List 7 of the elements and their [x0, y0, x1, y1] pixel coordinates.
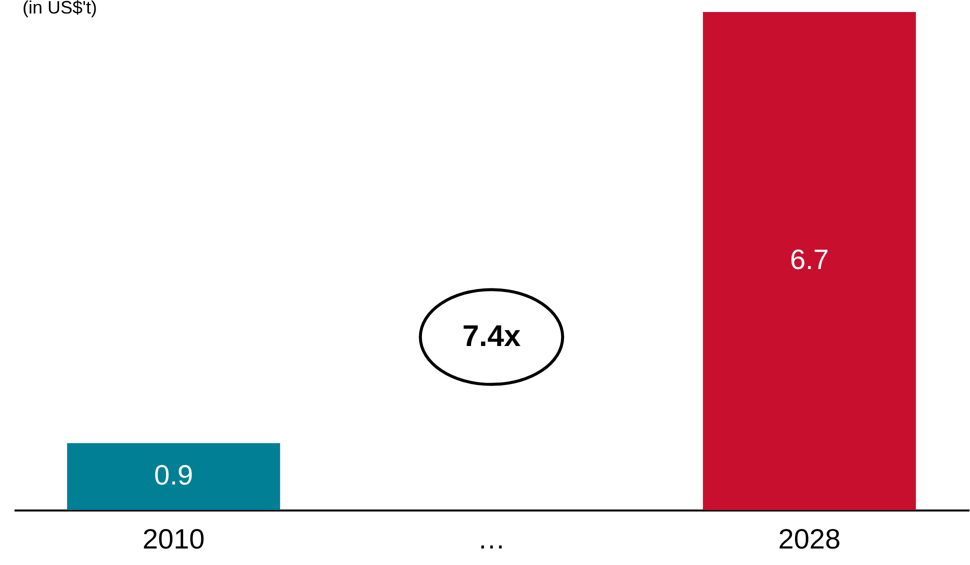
- x-tick-label: …: [478, 524, 506, 554]
- annotation: 7.4x: [462, 320, 522, 353]
- data-label: 0.9: [154, 460, 194, 491]
- x-tick-label: 2010: [142, 524, 205, 554]
- x-tick-label: 2028: [778, 524, 841, 554]
- y-axis-title: (in US$'t): [22, 0, 97, 18]
- data-label: 6.7: [790, 244, 829, 275]
